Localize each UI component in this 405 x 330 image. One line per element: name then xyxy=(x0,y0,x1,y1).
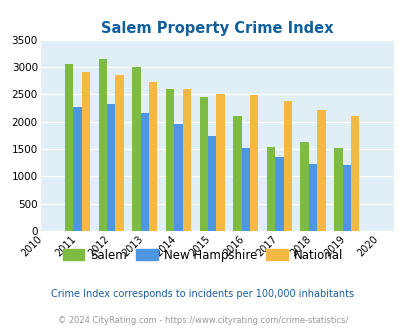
Bar xyxy=(115,75,124,231)
Bar xyxy=(249,95,258,231)
Bar xyxy=(333,148,342,231)
Bar xyxy=(182,89,191,231)
Bar xyxy=(283,101,291,231)
Bar xyxy=(98,59,107,231)
Bar xyxy=(316,110,325,231)
Text: Crime Index corresponds to incidents per 100,000 inhabitants: Crime Index corresponds to incidents per… xyxy=(51,289,354,299)
Bar xyxy=(140,113,149,231)
Bar xyxy=(166,89,174,231)
Bar xyxy=(199,97,207,231)
Bar xyxy=(216,94,224,231)
Bar xyxy=(107,104,115,231)
Bar xyxy=(232,116,241,231)
Bar xyxy=(132,67,140,231)
Legend: Salem, New Hampshire, National: Salem, New Hampshire, National xyxy=(58,244,347,266)
Bar xyxy=(308,164,316,231)
Bar xyxy=(207,136,216,231)
Title: Salem Property Crime Index: Salem Property Crime Index xyxy=(101,21,333,36)
Bar xyxy=(174,124,182,231)
Bar xyxy=(300,143,308,231)
Bar xyxy=(342,165,350,231)
Bar xyxy=(266,147,275,231)
Bar xyxy=(241,148,249,231)
Bar xyxy=(81,72,90,231)
Bar xyxy=(73,107,81,231)
Bar xyxy=(65,64,73,231)
Bar xyxy=(275,157,283,231)
Bar xyxy=(350,115,358,231)
Text: © 2024 CityRating.com - https://www.cityrating.com/crime-statistics/: © 2024 CityRating.com - https://www.city… xyxy=(58,316,347,325)
Bar xyxy=(149,82,157,231)
